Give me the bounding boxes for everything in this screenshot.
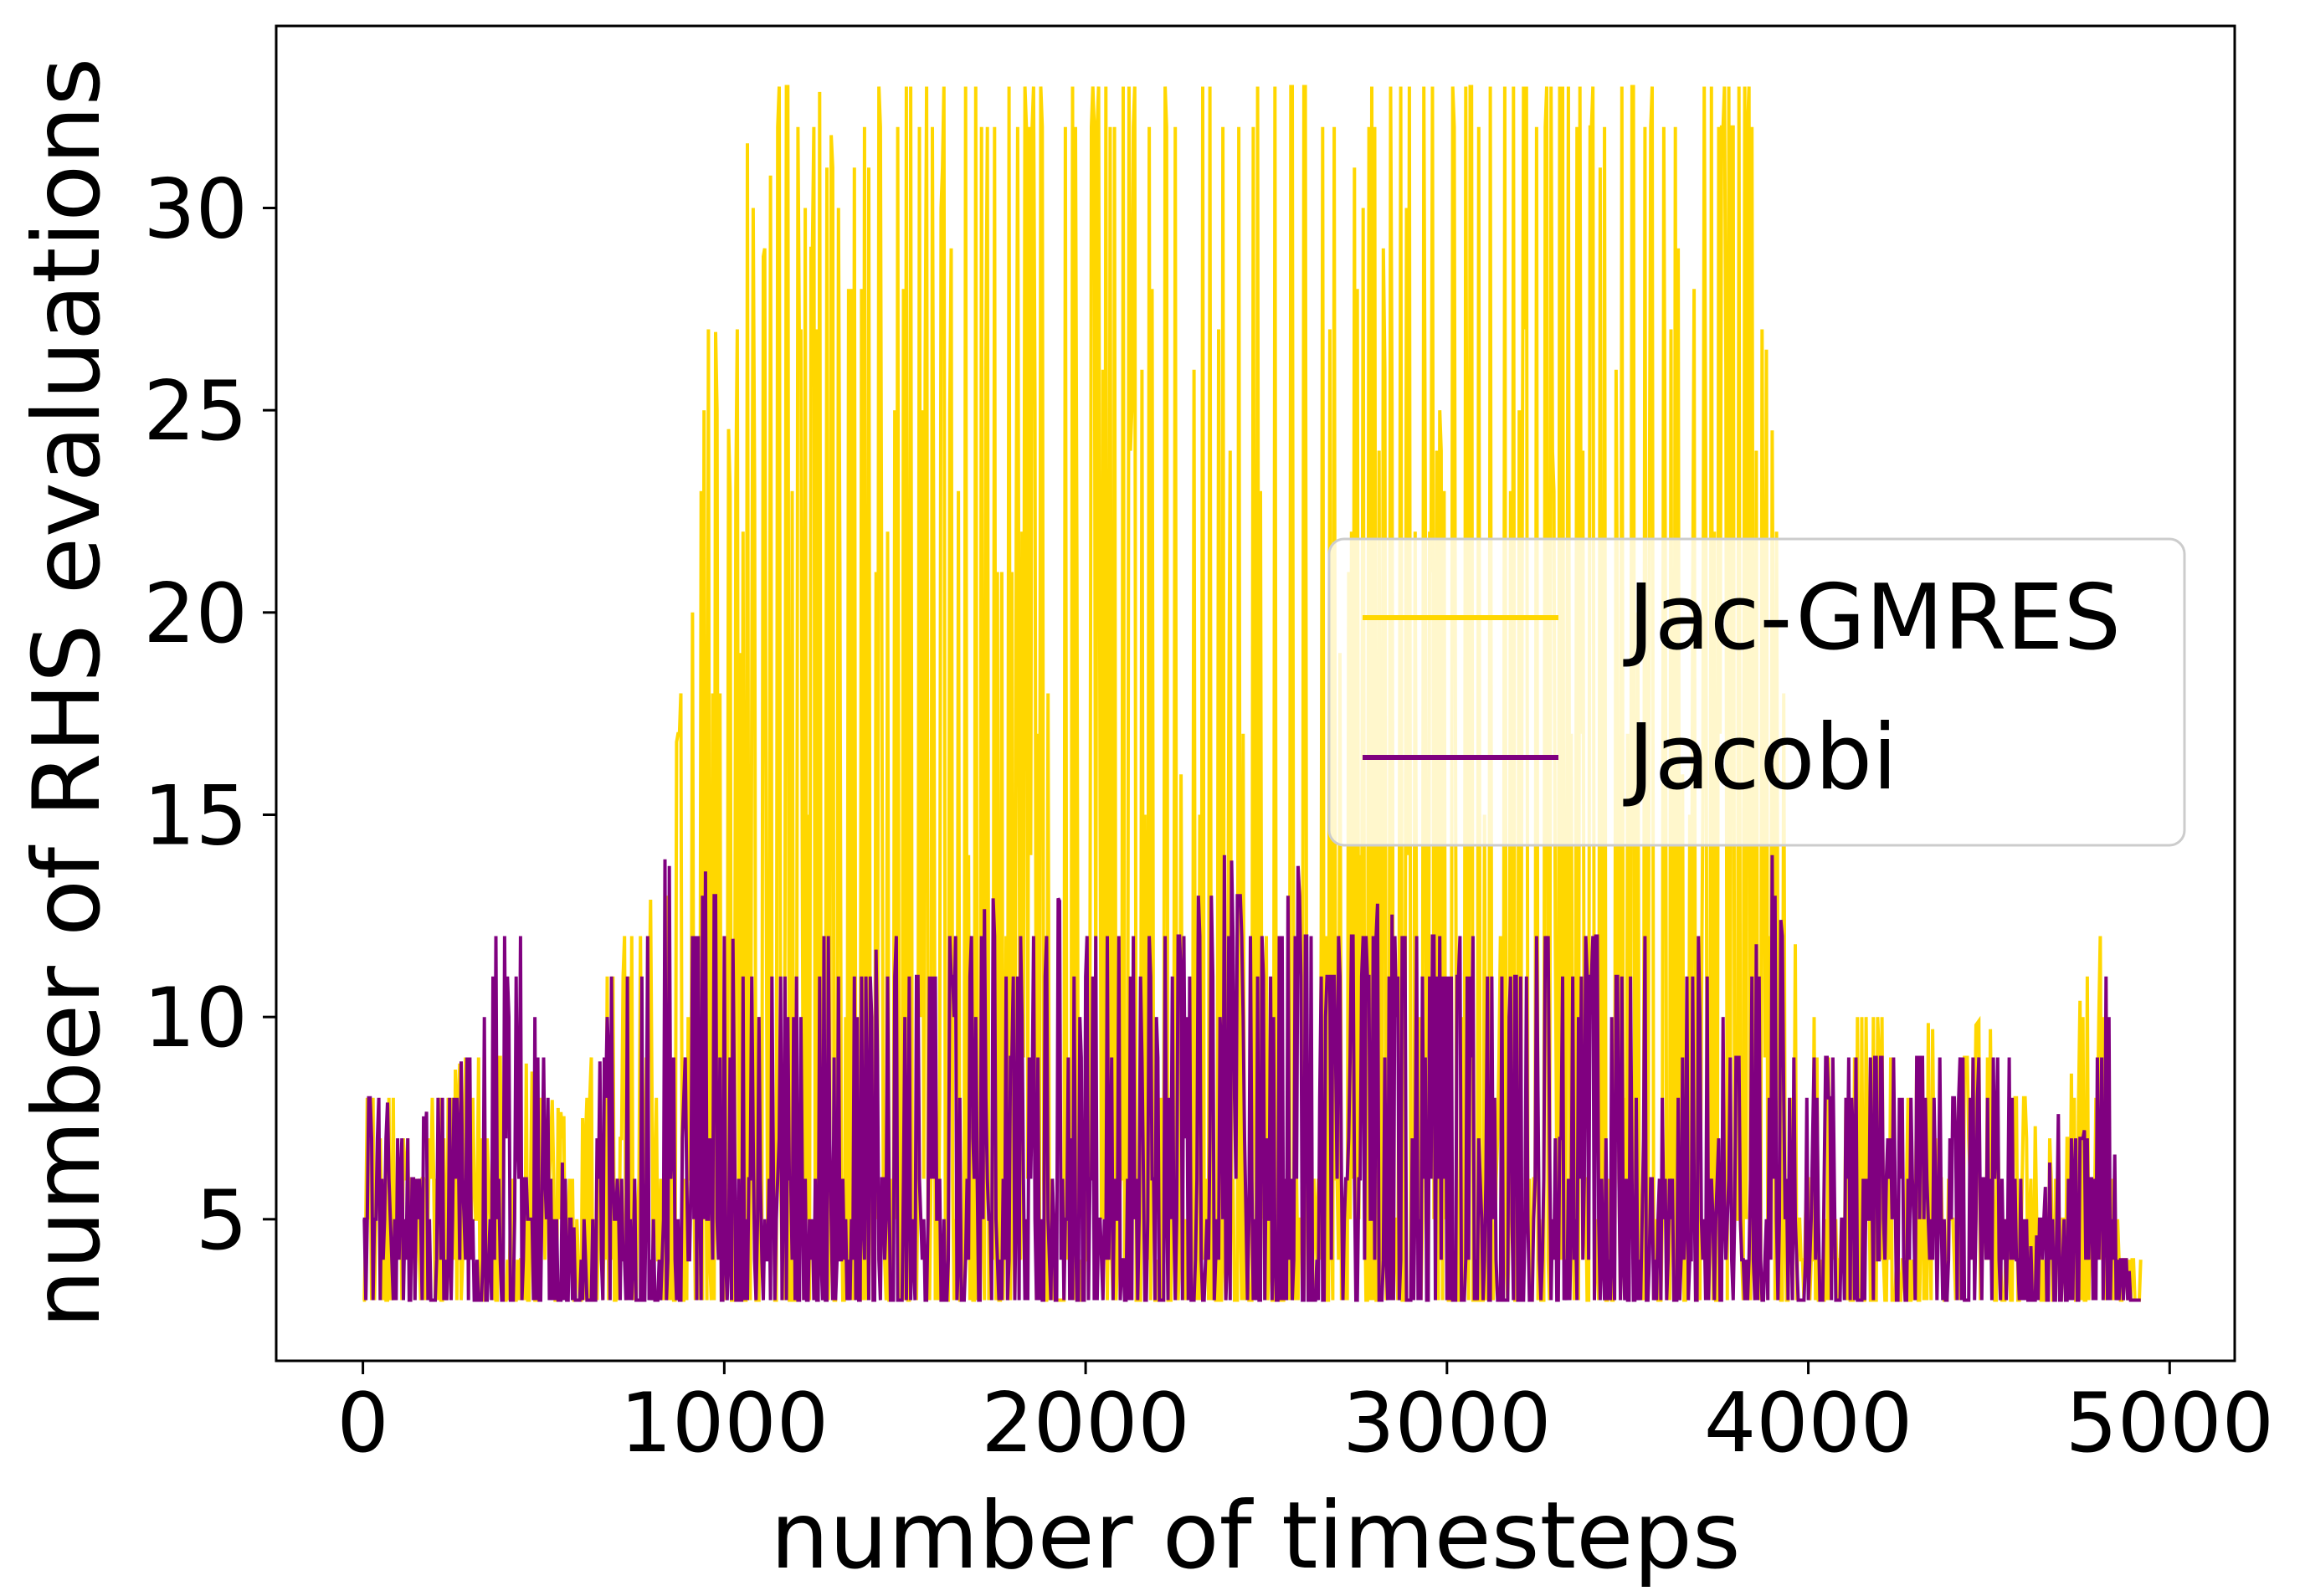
x-tick-label: 1000 (620, 1376, 829, 1471)
y-axis: 5 10 15 20 25 30 (143, 162, 276, 1269)
x-tick-label: 3000 (1342, 1376, 1551, 1471)
y-tick-label: 15 (143, 769, 248, 865)
x-axis: 0 1000 2000 3000 4000 5000 (336, 1361, 2274, 1471)
x-tick-label: 2000 (981, 1376, 1189, 1471)
y-tick-label: 30 (143, 162, 248, 258)
x-tick-label: 4000 (1704, 1376, 1912, 1471)
x-axis-label: number of timesteps (770, 1482, 1740, 1590)
y-tick-label: 10 (143, 971, 248, 1066)
plot-frame (275, 24, 2236, 1363)
x-tick-label: 0 (336, 1376, 388, 1471)
series-layer (362, 85, 2143, 1302)
legend-label-jac-gmres: Jac-GMRES (1623, 566, 2121, 670)
y-tick-label: 25 (143, 364, 248, 459)
legend: Jac-GMRES Jacobi (1327, 537, 2186, 847)
y-tick-label: 20 (143, 567, 248, 662)
y-tick-label: 5 (196, 1173, 248, 1269)
y-axis-label: number of RHS evaluations (13, 58, 121, 1329)
x-tick-label: 5000 (2066, 1376, 2274, 1471)
series-line-jacobi (362, 854, 2141, 1302)
legend-label-jacobi: Jacobi (1623, 706, 1897, 810)
